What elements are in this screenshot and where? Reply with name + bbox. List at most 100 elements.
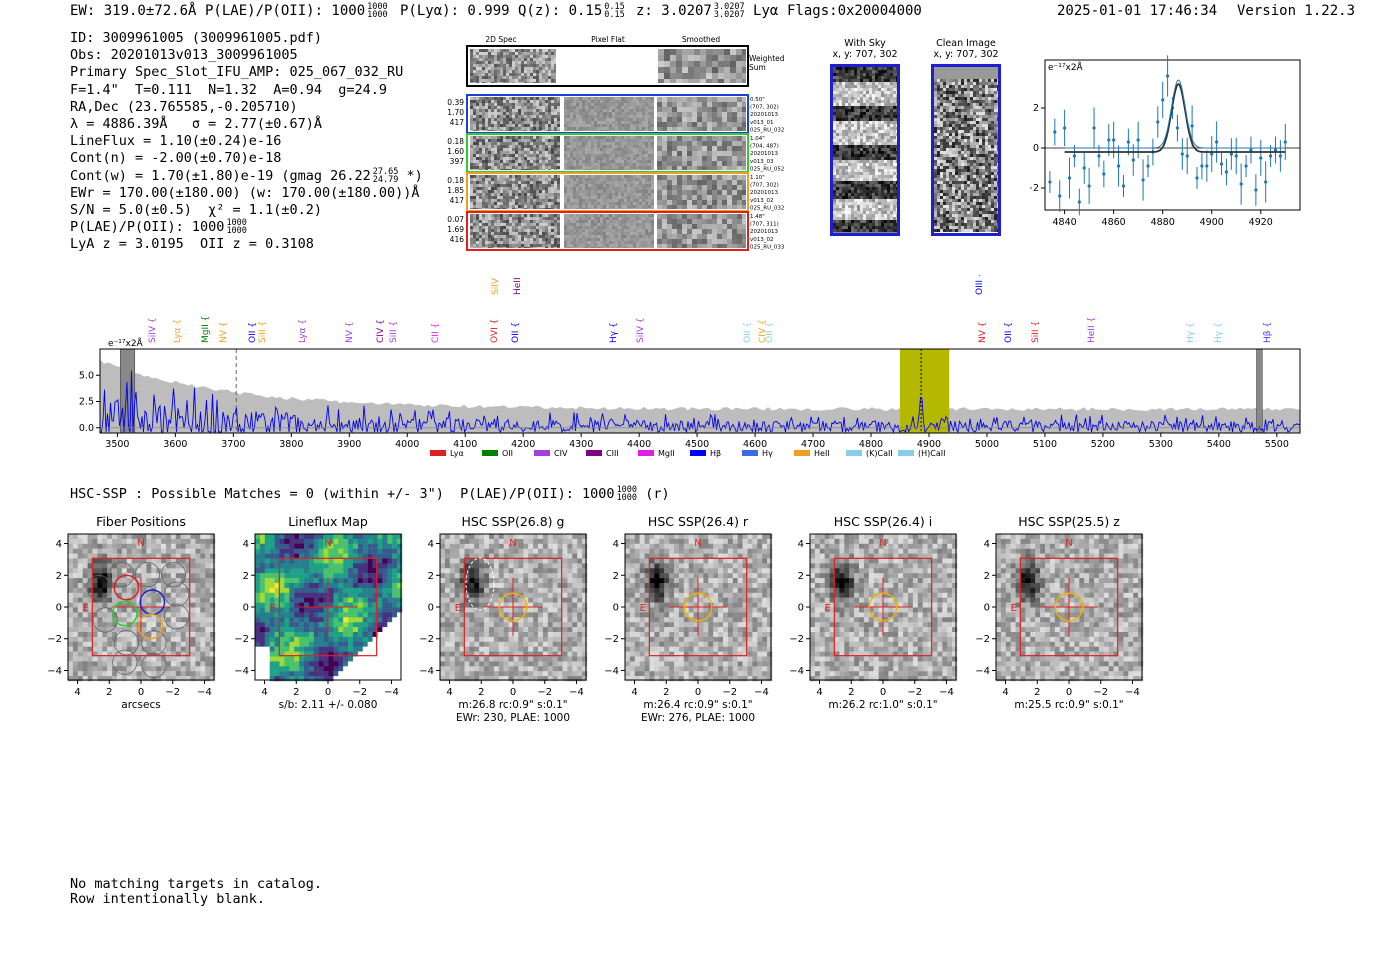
hsc-ytick-label: −4 bbox=[47, 666, 62, 677]
legend-swatch bbox=[430, 450, 446, 456]
cutout-row-value: 0.18 bbox=[447, 176, 464, 185]
hsc-xtick-label: −4 bbox=[384, 687, 399, 698]
header-version: Version 1.22.3 bbox=[1237, 3, 1356, 19]
aperture-circle bbox=[498, 592, 528, 622]
source-ellipse bbox=[465, 557, 495, 611]
hsc-ytick-label: 2 bbox=[428, 571, 434, 582]
search-box bbox=[91, 557, 191, 657]
spectral-line-label: SiII { bbox=[1031, 321, 1041, 343]
spectrum-xtick-label: 4600 bbox=[743, 439, 767, 450]
cutout-row-meta: v013_02 bbox=[750, 237, 774, 243]
cutout-2d-noise bbox=[470, 175, 560, 209]
fiber-circle bbox=[164, 581, 190, 607]
hsc-xtick-label: 2 bbox=[848, 687, 854, 698]
zoom-data-point bbox=[1058, 194, 1062, 198]
aperture-circle bbox=[1054, 592, 1084, 622]
cutout-2d-noise bbox=[470, 97, 560, 131]
cutout-divider bbox=[561, 136, 564, 170]
legend-label: Hγ bbox=[762, 449, 773, 458]
hsc-ytick-label: 0 bbox=[984, 603, 990, 614]
hsc-ytick-label: −4 bbox=[789, 666, 804, 677]
cutout-flat-noise bbox=[564, 175, 654, 209]
hsc-xtick-label: 2 bbox=[293, 687, 299, 698]
fiber-circle bbox=[141, 630, 167, 656]
legend-swatch bbox=[586, 450, 602, 456]
full-spectrum-chart: e⁻¹⁷x2Å 3500 3600 3700 3800 3900 4000 4100 4200… bbox=[79, 275, 1301, 458]
zoom-data-point bbox=[1278, 154, 1282, 158]
cutout-flat-noise bbox=[564, 97, 654, 131]
hsc-summary: HSC-SSP : Possible Matches = 0 (within +… bbox=[70, 485, 670, 503]
compass-north: N bbox=[509, 538, 516, 549]
spectrum-highlight-band bbox=[900, 349, 950, 433]
compass-north: N bbox=[694, 538, 701, 549]
cutout-2d-noise bbox=[470, 214, 560, 248]
zoom-xtick-label: 4920 bbox=[1249, 217, 1273, 228]
fiber-circle bbox=[113, 630, 139, 656]
cutout-divider bbox=[561, 214, 564, 248]
hsc-xtick-label: −2 bbox=[1093, 687, 1108, 698]
hsc-xtick-label: −4 bbox=[939, 687, 954, 698]
zoom-data-point bbox=[1097, 154, 1101, 158]
cutout-smooth-noise bbox=[657, 214, 746, 248]
zoom-data-point bbox=[1259, 156, 1263, 160]
spectral-line-label: OII { bbox=[511, 322, 521, 343]
legend-swatch bbox=[898, 450, 914, 456]
header-plae: P(LAE)/P(OII): 1000 1000 1000 bbox=[205, 2, 388, 20]
spectrum-xtick-label: 3500 bbox=[105, 439, 129, 450]
hsc-cutout-image bbox=[625, 534, 773, 682]
hsc-ytick-label: −2 bbox=[47, 634, 62, 645]
spectrum-xtick-label: 5000 bbox=[975, 439, 999, 450]
search-box bbox=[1019, 557, 1119, 657]
spectrum-data-line bbox=[100, 370, 1301, 434]
hsc-ytick-label: −2 bbox=[419, 634, 434, 645]
zoom-ylabel: e⁻¹⁷x2Å bbox=[1048, 61, 1084, 73]
cutout-row-meta: 0.50" bbox=[750, 97, 765, 103]
spectrum-xtick-label: 4500 bbox=[685, 439, 709, 450]
hsc-caption-2: EWr: 230, PLAE: 1000 bbox=[456, 712, 570, 724]
cutout-divider bbox=[654, 97, 657, 131]
matched-fiber-circle bbox=[111, 600, 138, 627]
legend-swatch bbox=[690, 450, 706, 456]
zoom-data-point bbox=[1156, 120, 1160, 124]
hsc-caption: m:26.2 rc:1.0" s:0.1" bbox=[828, 699, 937, 711]
hsc-ytick-label: 2 bbox=[243, 571, 249, 582]
clean-title: Clean Image x, y: 707, 302 bbox=[933, 38, 999, 60]
hsc-xtick-label: −2 bbox=[165, 687, 180, 698]
spectral-line-label: OII { bbox=[1004, 322, 1014, 343]
weighted-label-2: Sum bbox=[749, 63, 766, 72]
matched-fiber-circle bbox=[137, 613, 164, 640]
zoom-data-point bbox=[1210, 152, 1214, 156]
hsc-cutout-image bbox=[68, 534, 216, 682]
cutout-row-value: 416 bbox=[450, 235, 465, 244]
search-box bbox=[833, 557, 933, 657]
zoom-ytick-label: 0 bbox=[1033, 143, 1039, 154]
zoom-data-point bbox=[1161, 98, 1165, 102]
spectrum-xtick-label: 4300 bbox=[569, 439, 593, 450]
zoom-data-point bbox=[1053, 130, 1057, 134]
hsc-panel-title: Lineflux Map bbox=[288, 514, 368, 529]
spectrum-xtick-label: 4700 bbox=[801, 439, 825, 450]
legend-label: CIII bbox=[606, 449, 619, 458]
compass-east: E bbox=[640, 603, 646, 614]
hsc-ytick-label: 2 bbox=[613, 571, 619, 582]
cutout-smooth-noise bbox=[657, 175, 746, 209]
zoom-xtick-label: 4840 bbox=[1053, 217, 1077, 228]
zoom-data-point bbox=[1234, 154, 1238, 158]
spectrum-xtick-label: 5100 bbox=[1033, 439, 1057, 450]
spectral-line-label: Hβ { bbox=[1263, 322, 1273, 343]
hsc-ytick-label: −2 bbox=[975, 634, 990, 645]
hsc-xtick-label: 0 bbox=[138, 687, 144, 698]
compass-east: E bbox=[83, 603, 89, 614]
hsc-ytick-label: 4 bbox=[798, 539, 804, 550]
compass-east: E bbox=[270, 603, 276, 614]
hsc-caption: s/b: 2.11 +/- 0.080 bbox=[279, 699, 378, 711]
zoom-data-point bbox=[1219, 162, 1224, 166]
hsc-xtick-label: 0 bbox=[880, 687, 886, 698]
weighted-smooth-noise bbox=[658, 49, 746, 83]
spectrum-xtick-label: 3700 bbox=[221, 439, 245, 450]
zoom-data-point bbox=[1141, 178, 1145, 182]
cutout-row-value: 1.70 bbox=[447, 108, 464, 117]
fiber-circle bbox=[108, 561, 135, 588]
hsc-ytick-label: −4 bbox=[604, 666, 619, 677]
compass-north: N bbox=[1065, 538, 1072, 549]
